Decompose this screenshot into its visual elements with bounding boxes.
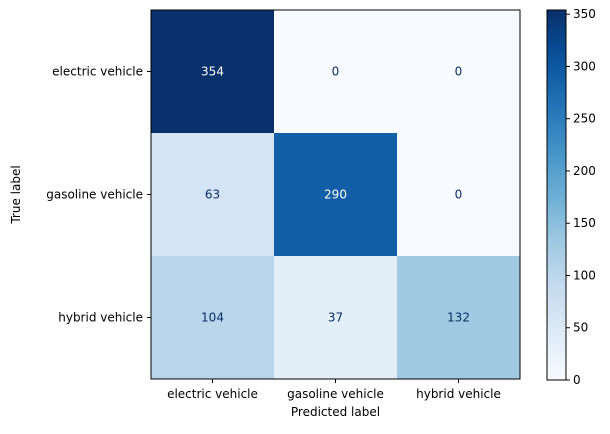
- matrix-cell-value: 354: [201, 65, 224, 79]
- colorbar-tick-label: 300: [573, 59, 596, 73]
- matrix-cell-value: 290: [324, 188, 347, 202]
- x-tick-label: gasoline vehicle: [287, 387, 384, 401]
- colorbar-ticks: 0 50 100 150 200 250 300 350: [566, 7, 596, 387]
- matrix-cell: [274, 256, 397, 379]
- matrix-cell-value: 132: [447, 311, 470, 325]
- matrix-cell: [274, 10, 397, 133]
- y-tick-label: electric vehicle: [52, 65, 143, 79]
- colorbar-tick-label: 150: [573, 216, 596, 230]
- colorbar-tick-label: 50: [573, 321, 588, 335]
- y-axis-ticks: electric vehicle gasoline vehicle hybrid v…: [46, 65, 151, 325]
- colorbar-tick-label: 350: [573, 7, 596, 21]
- matrix-cell: [151, 133, 274, 256]
- matrix-cell-value: 104: [201, 311, 224, 325]
- matrix-cell-value: 37: [328, 311, 343, 325]
- x-axis-ticks: electric vehicle gasoline vehicle hybrid v…: [167, 379, 501, 401]
- x-tick-label: electric vehicle: [167, 387, 258, 401]
- matrix-cells: [151, 10, 520, 379]
- y-axis-label: True label: [9, 165, 23, 224]
- matrix-cell: [397, 133, 520, 256]
- matrix-cell-labels: 354 0 0 63 290 0 104 37 132: [201, 65, 470, 325]
- matrix-cell-value: 0: [332, 65, 340, 79]
- matrix-cell-value: 0: [455, 65, 463, 79]
- matrix-cell: [397, 10, 520, 133]
- colorbar-tick-label: 200: [573, 164, 596, 178]
- y-tick-label: gasoline vehicle: [46, 188, 143, 202]
- matrix-cell: [151, 256, 274, 379]
- matrix-cell-value: 0: [455, 188, 463, 202]
- y-tick-label: hybrid vehicle: [58, 311, 143, 325]
- x-axis-label: Predicted label: [291, 405, 380, 419]
- colorbar-tick-label: 100: [573, 268, 596, 282]
- colorbar-tick-label: 0: [573, 373, 581, 387]
- matrix-cell: [151, 10, 274, 133]
- colorbar: [546, 9, 567, 381]
- colorbar-tick-label: 250: [573, 112, 596, 126]
- x-tick-label: hybrid vehicle: [416, 387, 501, 401]
- matrix-cell-value: 63: [205, 188, 220, 202]
- matrix-cell: [397, 256, 520, 379]
- matrix-cell: [274, 133, 397, 256]
